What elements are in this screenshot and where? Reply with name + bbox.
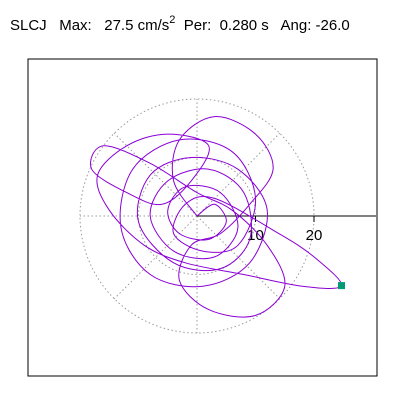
radial-tick-label-20: 20 [306, 227, 323, 244]
angle-label: Ang: [280, 17, 312, 34]
grid-spoke-5 [113, 215, 198, 300]
radial-ticks: 10 20 [247, 216, 322, 244]
chart-title: SLCJ Max: 27.5 cm/s2 Per: 0.280 s Ang: -… [10, 14, 350, 36]
max-unit-exponent: 2 [169, 14, 176, 26]
period-value: 0.280 s [219, 17, 269, 34]
station-code: SLCJ [10, 17, 47, 34]
max-point-marker [338, 282, 345, 290]
grid-spoke-3 [113, 132, 198, 217]
orbit-trace [90, 116, 343, 318]
max-label: Max: [59, 17, 92, 34]
max-value: 27.5 cm/s [104, 17, 170, 34]
period-label: Per: [183, 17, 212, 34]
angle-value: -26.0 [315, 17, 350, 34]
plot-frame [27, 58, 378, 377]
